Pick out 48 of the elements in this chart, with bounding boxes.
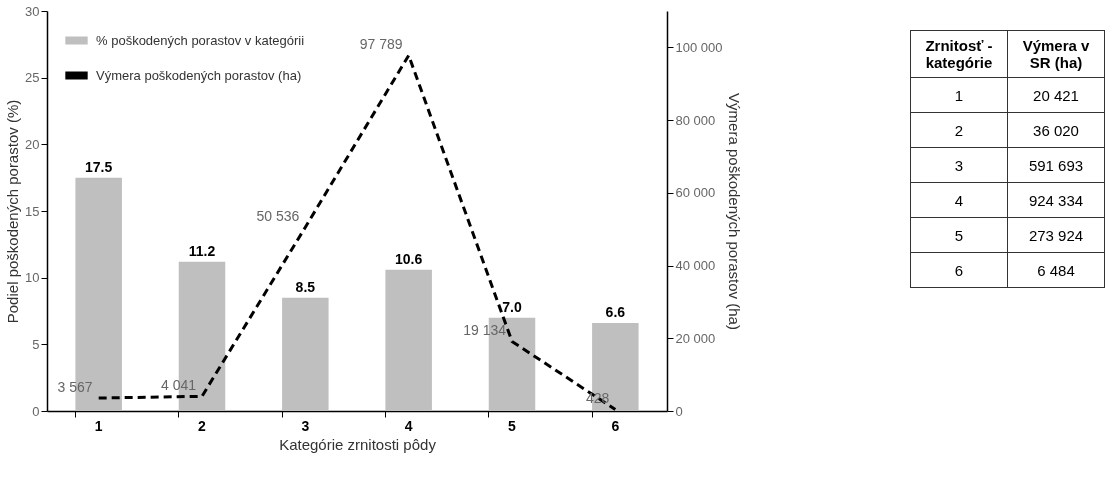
x-tick-label: 2 xyxy=(198,417,207,434)
y-tick-label: 5 xyxy=(32,336,40,352)
data-label: 591 693 xyxy=(1007,147,1105,183)
y-tick-label: 0 xyxy=(32,403,40,419)
y2-tick-label: 40 000 xyxy=(675,258,716,274)
y-tick-label: 2 xyxy=(910,112,1008,148)
x-tick-label: 1 xyxy=(94,417,103,434)
x-tick-label: 3 xyxy=(301,417,310,434)
y-tick-label: 25 xyxy=(25,70,40,86)
data-label: 273 924 xyxy=(1007,217,1105,253)
bar xyxy=(282,297,329,411)
x-tick-label: 6 xyxy=(611,417,620,434)
data-label: 97 789 xyxy=(359,36,403,53)
y2-tick-label: 100 000 xyxy=(675,39,723,55)
data-label: 11.2 xyxy=(188,242,216,259)
y2-tick-label: 80 000 xyxy=(675,112,716,128)
y-axis-title: Podiel poškodených porastov (%) xyxy=(4,99,22,324)
y2-axis-title: Výmera poškodených porastov (ha) xyxy=(726,93,744,330)
data-label: 6.6 xyxy=(605,304,626,320)
y2-tick-label: 0 xyxy=(675,403,683,419)
y-tick-label: 6 xyxy=(910,252,1008,288)
x-tick-label: 5 xyxy=(508,417,517,434)
legend-label: Výmera poškodených porastov (ha) xyxy=(96,67,302,83)
data-label: 10.6 xyxy=(395,250,423,267)
data-label: 20 421 xyxy=(1007,77,1105,113)
x-axis-title: Kategórie zrnitosti pôdy xyxy=(279,435,437,453)
y-tick-label: 5 xyxy=(910,217,1008,253)
y-tick-label: 15 xyxy=(25,203,40,219)
data-label: 924 334 xyxy=(1007,182,1105,218)
x-tick-label: 4 xyxy=(404,417,413,434)
data-label: 17.5 xyxy=(85,158,113,175)
data-label: 36 020 xyxy=(1007,112,1105,148)
bar xyxy=(385,269,432,411)
legend-label: % poškodených porastov v kategórii xyxy=(96,32,305,48)
y2-tick-label: 20 000 xyxy=(675,330,716,346)
y-tick-label: 30 xyxy=(25,3,40,19)
y-tick-label: 20 xyxy=(25,136,40,152)
y2-tick-label: 60 000 xyxy=(675,185,716,201)
y-tick-label: 3 xyxy=(910,147,1008,183)
data-label: 6 484 xyxy=(1007,252,1105,288)
y-tick-label: 10 xyxy=(25,270,40,286)
x-tick-label: Výmera v SR (ha) xyxy=(1007,30,1105,78)
y-tick-label: 4 xyxy=(910,182,1008,218)
data-label: 8.5 xyxy=(295,278,316,295)
y-tick-label: 1 xyxy=(910,77,1008,113)
data-label: 50 536 xyxy=(256,208,300,225)
y-axis-title: Zrnitosť - kategórie xyxy=(910,30,1008,78)
data-label: 7.0 xyxy=(502,298,522,315)
